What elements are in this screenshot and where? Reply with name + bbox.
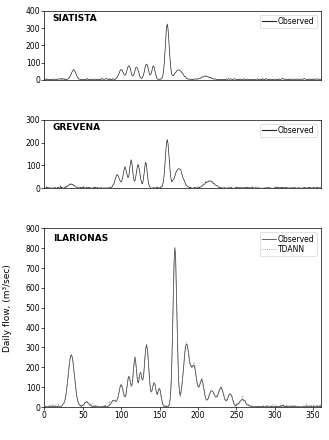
Text: GREVENA: GREVENA — [53, 123, 101, 132]
Observed — [154, 385, 158, 391]
TDANN — [119, 382, 123, 387]
TDANN — [42, 404, 46, 410]
Observed — [258, 404, 262, 410]
Observed — [310, 404, 314, 409]
TDANN — [283, 404, 287, 409]
Observed — [155, 392, 159, 397]
TDANN — [310, 403, 314, 408]
Observed — [322, 404, 326, 409]
TDANN — [322, 402, 326, 407]
Observed — [42, 403, 46, 409]
Text: SIATISTA: SIATISTA — [53, 15, 97, 23]
TDANN — [155, 391, 159, 396]
Legend: Observed, TDANN: Observed, TDANN — [260, 232, 317, 256]
TDANN — [173, 251, 177, 257]
Observed — [119, 382, 123, 388]
Legend: Observed: Observed — [260, 124, 317, 137]
TDANN — [102, 404, 106, 410]
Legend: Observed: Observed — [260, 15, 317, 29]
Line: Observed: Observed — [44, 248, 324, 407]
Text: ILARIONAS: ILARIONAS — [53, 234, 108, 243]
Observed — [173, 245, 177, 250]
Observed — [102, 404, 106, 409]
Observed — [284, 404, 288, 410]
Text: Daily flow, (m³/sec): Daily flow, (m³/sec) — [3, 264, 12, 352]
TDANN — [154, 385, 158, 391]
Line: TDANN: TDANN — [44, 254, 324, 407]
